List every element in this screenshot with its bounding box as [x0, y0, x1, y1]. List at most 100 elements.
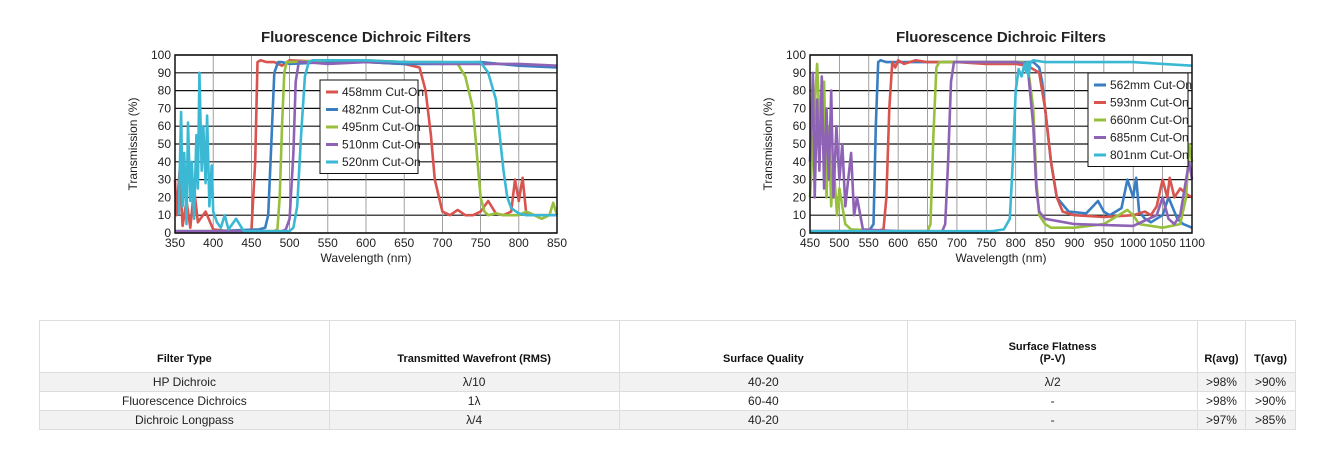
y-tick-label: 100	[786, 48, 806, 62]
header-filter-type: Filter Type	[39, 320, 330, 373]
table-row: HP Dichroic λ/10 40-20 λ/2 >98% >90%	[39, 372, 1297, 392]
y-tick-label: 70	[793, 101, 807, 115]
y-tick-label: 50	[793, 137, 807, 151]
specifications-table: Filter Type Transmitted Wavefront (RMS) …	[39, 320, 1297, 430]
header-flatness-line2: (P-V)	[1039, 353, 1066, 365]
cell-t-avg: >90%	[1244, 372, 1297, 392]
header-surface-flatness: Surface Flatness (P-V)	[907, 320, 1198, 373]
legend-label: 593nm Cut-On	[1110, 96, 1189, 110]
cell-wavefront: 1λ	[328, 391, 620, 411]
x-tick-label: 850	[1035, 236, 1055, 250]
header-t-avg: T(avg)	[1244, 320, 1297, 373]
cell-r-avg: >98%	[1196, 391, 1246, 411]
y-tick-label: 40	[793, 155, 807, 169]
cell-flatness: -	[907, 410, 1198, 430]
cell-filter-type: Fluorescence Dichroics	[39, 391, 330, 411]
y-axis-label: Transmission (%)	[761, 98, 775, 191]
chart-dichroic-450-1100: Fluorescence Dichroic Filters 0 10 20 30 40 50…	[761, 29, 1205, 265]
x-tick-label: 1000	[1120, 236, 1147, 250]
table-row: Dichroic Longpass λ/4 40-20 - >97% >85%	[39, 410, 1297, 430]
table-row: Fluorescence Dichroics 1λ 60-40 - >98% >…	[39, 391, 1297, 411]
series-line	[810, 58, 1193, 233]
y-axis-label: Transmission (%)	[126, 98, 140, 191]
y-tick-label: 40	[158, 155, 172, 169]
legend-label: 458mm Cut-On	[342, 85, 424, 99]
legend-label: 801nm Cut-On	[1110, 148, 1189, 162]
cell-r-avg: >97%	[1196, 410, 1246, 430]
y-tick-label: 60	[158, 119, 172, 133]
header-surface-quality: Surface Quality	[618, 320, 909, 373]
x-tick-label: 700	[947, 236, 967, 250]
x-tick-label: 500	[829, 236, 849, 250]
header-r-avg: R(avg)	[1196, 320, 1246, 373]
cell-surface-quality: 60-40	[618, 391, 909, 411]
plot-frame	[809, 54, 1193, 234]
y-tick-label: 10	[158, 208, 172, 222]
x-axis-label: Wavelength (nm)	[321, 251, 412, 265]
x-tick-label: 800	[1006, 236, 1026, 250]
x-tick-label: 800	[509, 236, 529, 250]
x-tick-label: 650	[394, 236, 414, 250]
y-tick-label: 10	[793, 208, 807, 222]
series-line	[173, 58, 557, 233]
cell-wavefront: λ/10	[328, 372, 620, 392]
x-tick-label: 500	[280, 236, 300, 250]
cell-filter-type: HP Dichroic	[39, 372, 330, 392]
chart-dichroic-350-850: Fluorescence Dichroic Filters 0 10 20 30 40 50…	[126, 29, 567, 265]
cell-wavefront: λ/4	[328, 410, 620, 430]
y-tick-label: 50	[158, 137, 172, 151]
header-wavefront: Transmitted Wavefront (RMS)	[328, 320, 620, 373]
y-tick-label: 80	[793, 84, 807, 98]
x-tick-label: 550	[859, 236, 879, 250]
series-line	[810, 58, 1193, 233]
chart-title: Fluorescence Dichroic Filters	[261, 29, 471, 46]
legend-label: 562mm Cut-On	[1110, 78, 1192, 92]
y-tick-label: 90	[158, 66, 172, 80]
x-tick-label: 650	[918, 236, 938, 250]
cell-t-avg: >90%	[1244, 391, 1297, 411]
x-tick-label: 950	[1094, 236, 1114, 250]
y-tick-label: 80	[158, 84, 172, 98]
x-tick-label: 900	[1064, 236, 1084, 250]
x-tick-label: 850	[547, 236, 567, 250]
y-tick-label: 20	[158, 190, 172, 204]
legend-label: 510nm Cut-On	[342, 138, 421, 152]
x-tick-label: 600	[888, 236, 908, 250]
y-tick-label: 0	[164, 226, 171, 240]
cell-filter-type: Dichroic Longpass	[39, 410, 330, 430]
series-line	[808, 60, 1194, 233]
cell-r-avg: >98%	[1196, 372, 1246, 392]
y-tick-label: 20	[793, 190, 807, 204]
y-tick-label: 90	[793, 66, 807, 80]
cell-surface-quality: 40-20	[618, 372, 909, 392]
x-tick-label: 450	[241, 236, 261, 250]
cell-flatness: λ/2	[907, 372, 1198, 392]
x-tick-label: 750	[471, 236, 491, 250]
y-tick-label: 30	[793, 173, 807, 187]
chart-title: Fluorescence Dichroic Filters	[896, 29, 1106, 46]
x-axis-label: Wavelength (nm)	[956, 251, 1047, 265]
series-line	[808, 60, 1194, 233]
y-tick-label: 70	[158, 101, 172, 115]
series-line	[177, 58, 557, 233]
table-header-row: Filter Type Transmitted Wavefront (RMS) …	[39, 320, 1297, 373]
x-tick-label: 1100	[1179, 236, 1205, 250]
header-flatness-line1: Surface Flatness	[1008, 341, 1097, 353]
y-tick-label: 0	[799, 226, 806, 240]
x-tick-label: 600	[356, 236, 376, 250]
y-tick-label: 60	[793, 119, 807, 133]
x-tick-label: 1050	[1149, 236, 1176, 250]
legend-label: 520nm Cut-On	[342, 155, 421, 169]
legend-label: 660nm Cut-On	[1110, 113, 1189, 127]
plot-frame	[174, 54, 558, 234]
x-tick-label: 700	[432, 236, 452, 250]
legend-label: 482nm Cut-On	[342, 103, 421, 117]
legend-label: 495nm Cut-On	[342, 120, 421, 134]
y-tick-label: 100	[151, 48, 171, 62]
x-tick-label: 350	[165, 236, 185, 250]
y-tick-label: 30	[158, 173, 172, 187]
cell-t-avg: >85%	[1244, 410, 1297, 430]
x-tick-label: 750	[976, 236, 996, 250]
series-line	[175, 58, 559, 233]
x-tick-label: 450	[800, 236, 820, 250]
